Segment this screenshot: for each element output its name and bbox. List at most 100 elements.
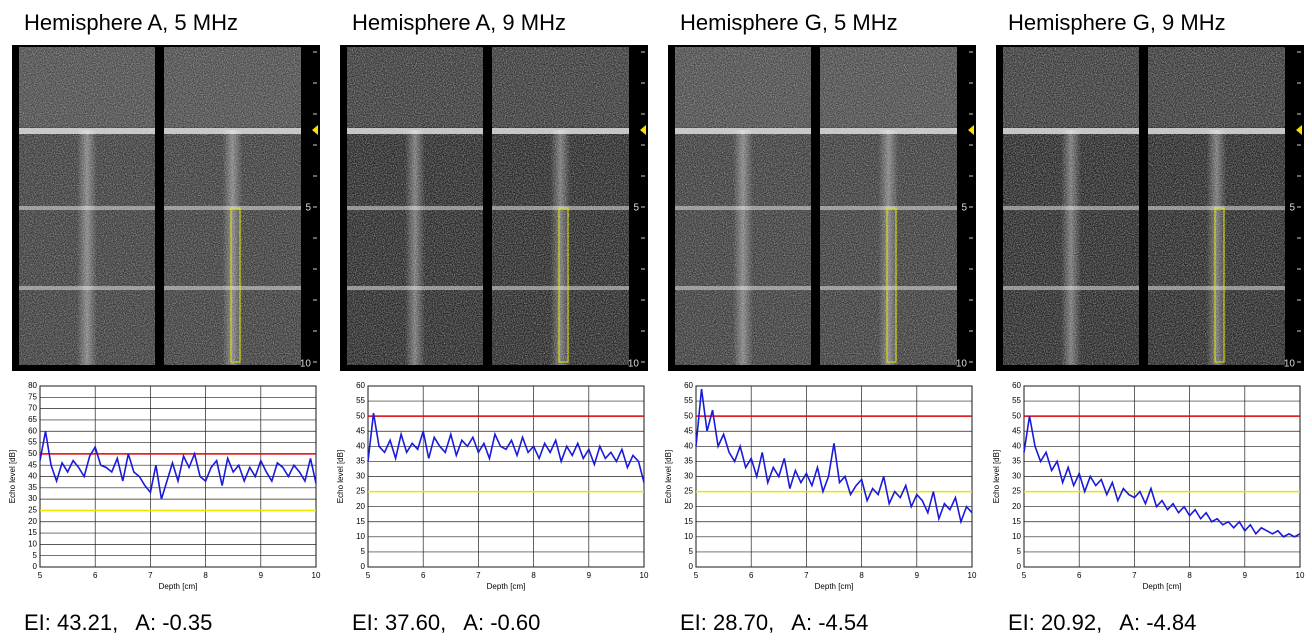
y-tick-label: 55 — [1012, 396, 1021, 405]
depth-scale-label: 5 — [633, 203, 639, 214]
image-needle-column — [77, 130, 97, 365]
x-tick-label: 9 — [259, 571, 264, 580]
x-tick-label: 9 — [915, 571, 920, 580]
y-tick-label: 35 — [1012, 457, 1021, 466]
ultrasound-image: 5 10 — [996, 45, 1304, 371]
x-tick-label: 10 — [1296, 571, 1305, 580]
y-tick-label: 50 — [356, 411, 365, 420]
depth-scale-label: 10 — [956, 359, 968, 370]
x-axis-label: Depth [cm] — [487, 582, 526, 591]
y-tick-label: 50 — [1012, 411, 1021, 420]
y-tick-label: 60 — [28, 426, 37, 435]
y-tick-label: 40 — [684, 441, 693, 450]
image-upper-layer — [492, 47, 629, 127]
depth-marker — [1296, 125, 1302, 135]
y-tick-label: 45 — [28, 460, 37, 469]
image-upper-layer — [675, 47, 811, 127]
roi-box — [886, 207, 897, 363]
data-line — [695, 388, 973, 525]
x-tick-label: 8 — [1187, 571, 1192, 580]
y-tick-label: 30 — [684, 472, 693, 481]
y-axis-label: Echo level [dB] — [992, 450, 1001, 503]
x-tick-label: 6 — [1077, 571, 1082, 580]
data-line — [367, 413, 645, 483]
y-tick-label: 20 — [1012, 502, 1021, 511]
depth-marker — [312, 125, 318, 135]
x-tick-label: 5 — [694, 571, 699, 580]
y-tick-label: 75 — [28, 392, 37, 401]
y-tick-label: 60 — [1012, 381, 1021, 390]
image-upper-layer — [164, 47, 301, 127]
x-tick-label: 10 — [968, 571, 977, 580]
y-tick-label: 55 — [356, 396, 365, 405]
x-tick-label: 10 — [312, 571, 321, 580]
x-tick-label: 9 — [1243, 571, 1248, 580]
y-tick-label: 20 — [28, 517, 37, 526]
caption: EI: 43.21, A: -0.35 — [24, 610, 212, 635]
y-tick-label: 15 — [684, 517, 693, 526]
x-tick-label: 7 — [804, 571, 809, 580]
y-tick-label: 5 — [361, 547, 366, 556]
y-tick-label: 10 — [684, 532, 693, 541]
y-tick-label: 40 — [1012, 441, 1021, 450]
caption: EI: 20.92, A: -4.84 — [1008, 610, 1196, 635]
x-tick-label: 10 — [640, 571, 649, 580]
y-tick-label: 25 — [356, 487, 365, 496]
y-tick-label: 15 — [1012, 517, 1021, 526]
depth-scale-label: 10 — [628, 359, 640, 370]
y-tick-label: 80 — [28, 381, 37, 390]
ultrasound-image: 5 10 — [12, 45, 320, 371]
y-tick-label: 40 — [28, 472, 37, 481]
x-tick-label: 7 — [476, 571, 481, 580]
data-line — [39, 431, 317, 500]
x-tick-label: 5 — [366, 571, 371, 580]
y-tick-label: 15 — [356, 517, 365, 526]
roi-box — [1214, 207, 1225, 363]
x-tick-label: 6 — [93, 571, 98, 580]
image-upper-layer — [19, 47, 155, 127]
image-needle-column — [878, 130, 899, 365]
y-tick-label: 35 — [684, 457, 693, 466]
y-tick-label: 50 — [28, 449, 37, 458]
x-tick-label: 5 — [1022, 571, 1027, 580]
data-line — [1023, 416, 1301, 538]
y-tick-label: 0 — [33, 562, 38, 571]
image-needle-column — [405, 130, 425, 365]
y-tick-label: 25 — [684, 487, 693, 496]
y-tick-label: 55 — [28, 438, 37, 447]
y-tick-label: 45 — [356, 426, 365, 435]
depth-scale-label: 5 — [961, 203, 967, 214]
image-needle-column — [1061, 130, 1081, 365]
caption: EI: 28.70, A: -4.54 — [680, 610, 868, 635]
y-tick-label: 30 — [1012, 472, 1021, 481]
roi-box — [558, 207, 569, 363]
y-tick-label: 25 — [1012, 487, 1021, 496]
y-tick-label: 30 — [28, 494, 37, 503]
y-tick-label: 10 — [1012, 532, 1021, 541]
y-tick-label: 60 — [684, 381, 693, 390]
y-tick-label: 65 — [28, 415, 37, 424]
x-tick-label: 7 — [148, 571, 153, 580]
image-needle-column — [1206, 130, 1227, 365]
x-axis-label: Depth [cm] — [1143, 582, 1182, 591]
x-axis-label: Depth [cm] — [159, 582, 198, 591]
y-tick-label: 20 — [356, 502, 365, 511]
y-tick-label: 20 — [684, 502, 693, 511]
depth-scale-label: 5 — [1289, 203, 1295, 214]
x-tick-label: 8 — [859, 571, 864, 580]
depth-scale-label: 10 — [300, 359, 312, 370]
y-tick-label: 45 — [684, 426, 693, 435]
panel-title: Hemisphere A, 5 MHz — [24, 10, 238, 35]
y-tick-label: 5 — [33, 551, 38, 560]
x-tick-label: 5 — [38, 571, 43, 580]
caption: EI: 37.60, A: -0.60 — [352, 610, 540, 635]
y-tick-label: 0 — [689, 562, 694, 571]
y-axis-label: Echo level [dB] — [664, 450, 673, 503]
y-tick-label: 25 — [28, 506, 37, 515]
image-needle-column — [550, 130, 571, 365]
depth-scale-label: 5 — [305, 203, 311, 214]
y-tick-label: 5 — [1017, 547, 1022, 556]
image-upper-layer — [1148, 47, 1285, 127]
depth-marker — [640, 125, 646, 135]
